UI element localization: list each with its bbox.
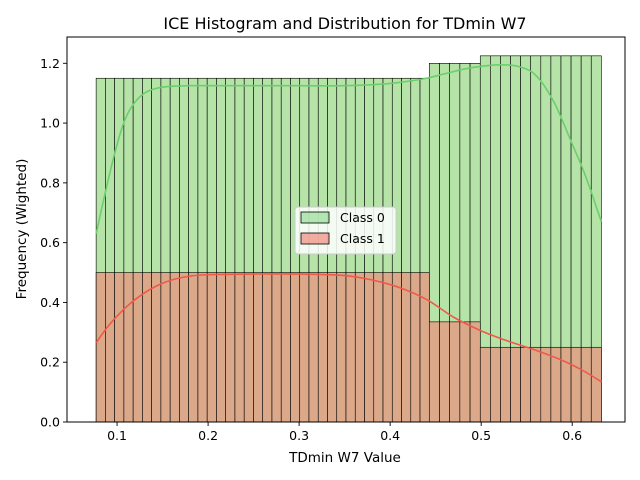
y-tick-label: 0.2: [40, 355, 60, 370]
bar-class-1: [459, 321, 471, 423]
plot-frame: [66, 36, 626, 423]
bar-class-1: [570, 346, 582, 423]
bar-class-1: [520, 346, 532, 423]
bar-class-1: [560, 346, 572, 423]
y-tick-label: 0.4: [40, 295, 60, 310]
bar-class-1: [354, 272, 365, 423]
x-tick-label: 0.3: [289, 428, 309, 443]
bar-class-1: [373, 272, 384, 423]
y-tick-label: 0.0: [40, 415, 60, 430]
x-tick-label: 0.5: [471, 428, 491, 443]
bar-class-1: [151, 272, 162, 423]
y-tick-label: 1.0: [40, 116, 60, 131]
legend-swatch-class-1: [300, 232, 330, 245]
bar-class-1: [490, 346, 501, 423]
y-axis-title: Frequency (Wighted): [14, 159, 30, 300]
bar-class-1: [469, 321, 481, 423]
bar-class-1: [188, 272, 199, 423]
x-axis-title: TDmin W7 Value: [288, 450, 401, 466]
bar-class-1: [345, 272, 356, 423]
bar-class-1: [280, 272, 291, 423]
kde-layer: [95, 63, 603, 383]
bar-class-1: [253, 272, 264, 423]
bar-class-1: [271, 272, 282, 423]
kde-line-class-1: [95, 273, 602, 383]
bar-class-1: [401, 272, 412, 423]
bar-class-1: [540, 346, 552, 423]
x-tick-label: 0.1: [107, 428, 127, 443]
bar-class-1: [510, 346, 521, 423]
bar-class-1: [234, 272, 245, 423]
bar-class-1: [114, 272, 125, 423]
bar-class-1: [500, 346, 511, 423]
chart-title: ICE Histogram and Distribution for TDmin…: [163, 14, 526, 33]
y-axis: 0.0 0.2 0.4 0.6 0.8 1.0 1.2: [40, 56, 67, 430]
bar-class-1: [105, 272, 115, 423]
bar-class-1: [449, 321, 461, 423]
bar-class-1: [479, 346, 491, 423]
legend-swatch-class-0: [300, 211, 330, 224]
y-tick-label: 1.2: [40, 56, 60, 71]
x-tick-label: 0.4: [380, 428, 400, 443]
bar-class-1: [95, 272, 106, 423]
kde-line-class-0: [95, 63, 603, 234]
bar-class-1: [179, 272, 189, 423]
bar-class-1: [225, 272, 236, 423]
bar-class-1: [197, 272, 208, 423]
bar-class-1: [262, 272, 273, 423]
bar-class-1: [317, 272, 328, 423]
bar-class-1: [391, 272, 402, 423]
bar-class-1: [169, 272, 180, 423]
legend-label-class-0: Class 0: [340, 210, 385, 225]
x-tick-label: 0.6: [562, 428, 582, 443]
bar-class-1: [160, 272, 171, 423]
legend: Class 0 Class 1: [294, 206, 397, 255]
bar-class-1: [327, 272, 338, 423]
x-axis: 0.1 0.2 0.3 0.4 0.5 0.6: [107, 422, 582, 443]
bar-class-1: [428, 321, 440, 423]
legend-label-class-1: Class 1: [340, 231, 385, 246]
bar-class-1: [216, 272, 226, 423]
bar-class-1: [206, 272, 217, 423]
y-tick-label: 0.6: [40, 235, 60, 250]
bar-class-1: [382, 272, 393, 423]
bar-class-1: [439, 321, 450, 423]
bar-class-1: [590, 346, 602, 423]
y-tick-label: 0.8: [40, 175, 60, 190]
bar-class-1: [530, 346, 542, 423]
bar-class-1: [580, 346, 592, 423]
x-tick-label: 0.2: [198, 428, 218, 443]
bar-class-1: [290, 272, 301, 423]
bar-class-1: [419, 272, 430, 423]
bar-class-1: [243, 272, 254, 423]
bar-class-1: [299, 272, 310, 423]
bar-class-1: [308, 272, 319, 423]
bar-class-1: [123, 272, 134, 423]
bar-class-1: [336, 272, 347, 423]
bar-class-1: [142, 272, 152, 423]
bar-class-1: [364, 272, 375, 423]
